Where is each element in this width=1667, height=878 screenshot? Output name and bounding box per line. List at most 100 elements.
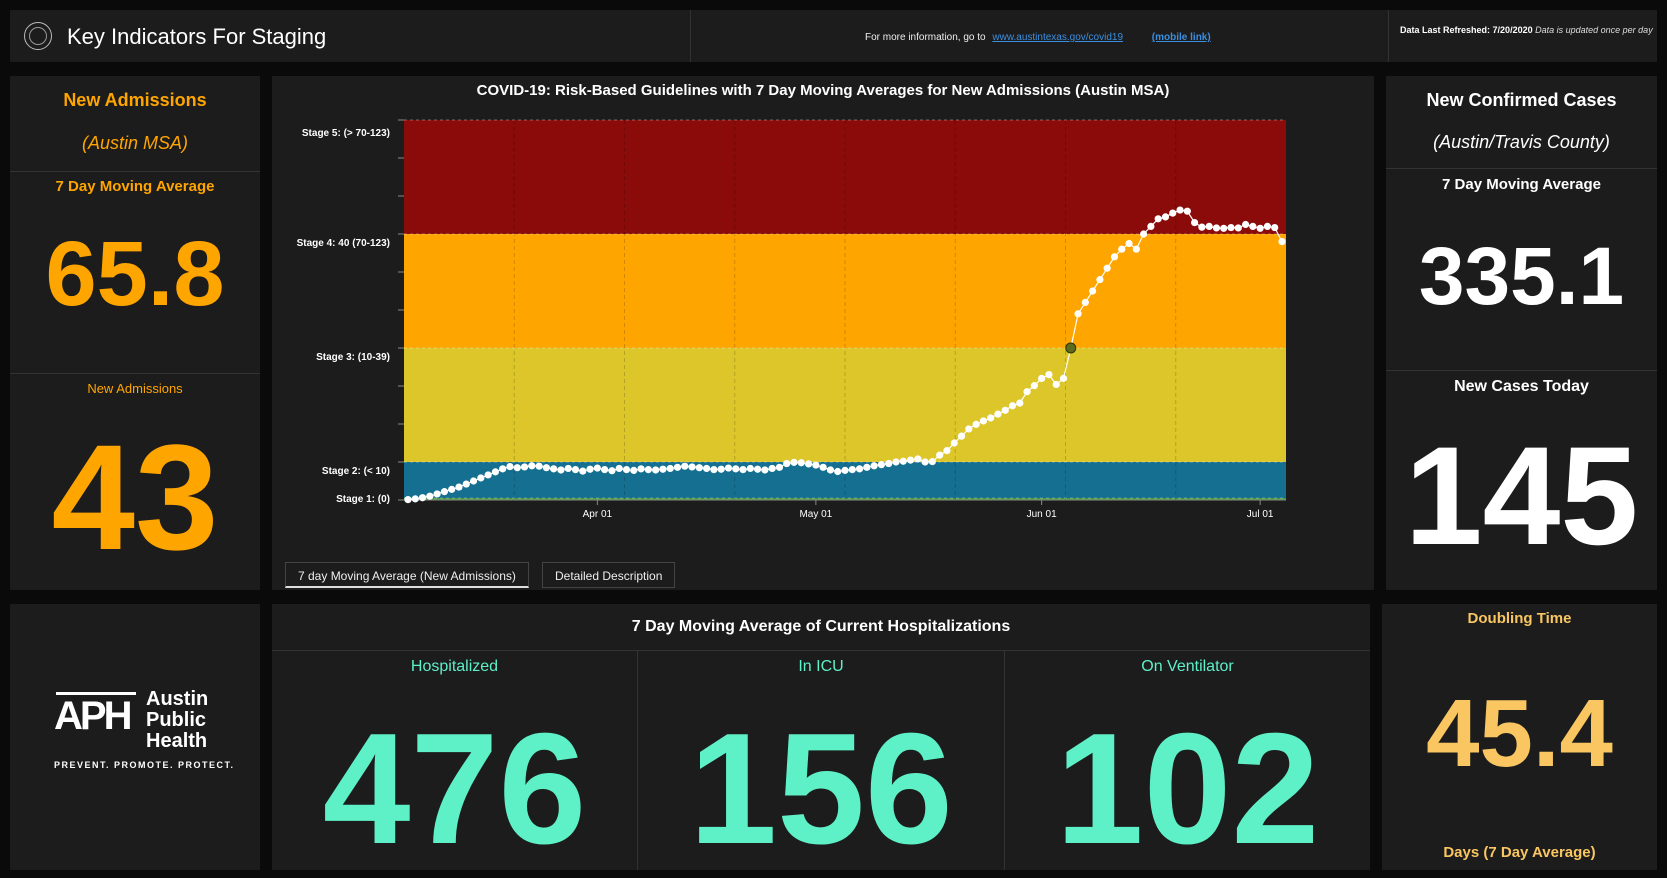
data-point bbox=[732, 465, 740, 473]
data-point bbox=[703, 464, 711, 473]
mobile-link[interactable]: (mobile link) bbox=[1151, 32, 1211, 43]
header-bar: Key Indicators For Staging For more info… bbox=[10, 10, 1657, 62]
logo-line2: Public bbox=[146, 709, 207, 731]
data-point bbox=[1132, 245, 1140, 253]
city-seal-icon bbox=[24, 22, 52, 50]
aph-logo: APH Austin Public Health PREVENT. PROMOT… bbox=[54, 688, 233, 772]
ventilator-label: On Ventilator bbox=[1141, 658, 1234, 675]
data-point bbox=[936, 451, 944, 459]
divider bbox=[1004, 650, 1005, 870]
data-point bbox=[469, 477, 478, 485]
x-tick-label: May 01 bbox=[799, 509, 832, 520]
data-point bbox=[418, 494, 427, 502]
data-point bbox=[1234, 224, 1242, 232]
hospitalized-label: Hospitalized bbox=[410, 658, 499, 675]
info-prefix: For more information, go to bbox=[865, 32, 986, 43]
data-point bbox=[710, 466, 718, 474]
icu-label: In ICU bbox=[798, 658, 844, 675]
data-point bbox=[914, 455, 922, 463]
data-point bbox=[637, 465, 645, 473]
data-point bbox=[1059, 374, 1068, 382]
data-point bbox=[506, 462, 514, 471]
tab-moving-average[interactable]: 7 day Moving Average (New Admissions) bbox=[285, 562, 529, 588]
header-divider bbox=[1388, 10, 1389, 62]
stage-band bbox=[404, 348, 1286, 462]
data-point bbox=[863, 463, 871, 471]
header-divider bbox=[690, 10, 691, 62]
hospitalizations-panel: 7 Day Moving Average of Current Hospital… bbox=[272, 604, 1370, 870]
data-point bbox=[1205, 222, 1213, 230]
stage-band bbox=[404, 120, 1286, 234]
new-cases-panel: New Confirmed Cases (Austin/Travis Count… bbox=[1386, 76, 1657, 590]
data-point bbox=[462, 480, 470, 488]
data-point bbox=[739, 466, 747, 474]
data-point bbox=[761, 466, 769, 474]
tab-detailed-description[interactable]: Detailed Description bbox=[542, 562, 676, 588]
data-point bbox=[1125, 239, 1133, 248]
data-point bbox=[717, 465, 725, 473]
data-point bbox=[746, 464, 754, 473]
logo-bar bbox=[56, 692, 136, 695]
data-point bbox=[644, 466, 652, 474]
data-point bbox=[819, 463, 827, 471]
data-point bbox=[979, 417, 987, 425]
data-point bbox=[855, 465, 864, 473]
data-point bbox=[877, 461, 886, 469]
stage-band bbox=[404, 498, 1286, 500]
data-point bbox=[542, 464, 550, 472]
stage-label: Stage 2: (< 10) bbox=[322, 466, 390, 477]
icu-value: 156 bbox=[689, 701, 953, 877]
data-point bbox=[652, 466, 660, 474]
data-point bbox=[826, 466, 835, 474]
data-point bbox=[724, 464, 733, 472]
chart-panel: COVID-19: Risk-Based Guidelines with 7 D… bbox=[272, 76, 1374, 590]
data-point bbox=[586, 465, 594, 473]
divider bbox=[10, 373, 260, 374]
data-point bbox=[1110, 253, 1119, 261]
data-point bbox=[892, 458, 900, 466]
cases-avg-label: 7 Day Moving Average bbox=[1442, 176, 1601, 193]
logo-line1: Austin bbox=[146, 688, 209, 710]
data-point bbox=[448, 485, 456, 493]
logo-tagline: PREVENT. PROMOTE. PROTECT. bbox=[54, 760, 235, 770]
data-point bbox=[950, 439, 958, 447]
data-point bbox=[1220, 224, 1228, 232]
data-point bbox=[754, 465, 762, 473]
doubling-footer: Days (7 Day Average) bbox=[1443, 844, 1596, 861]
stage-band bbox=[404, 234, 1286, 348]
divider bbox=[1386, 370, 1657, 371]
hospitalizations-title: 7 Day Moving Average of Current Hospital… bbox=[631, 618, 1011, 635]
refresh-info: Data Last Refreshed: 7/20/2020 Data is u… bbox=[1400, 25, 1653, 35]
data-point bbox=[1052, 380, 1060, 389]
data-point bbox=[1001, 406, 1009, 414]
covid-info-link[interactable]: www.austintexas.gov/covid19 bbox=[992, 32, 1124, 43]
data-point bbox=[520, 463, 529, 471]
ventilator-stat: On Ventilator 102 bbox=[1005, 650, 1370, 870]
data-point bbox=[1227, 223, 1235, 232]
chart-title: COVID-19: Risk-Based Guidelines with 7 D… bbox=[476, 82, 1170, 99]
data-point bbox=[1191, 219, 1199, 227]
data-point bbox=[957, 432, 966, 440]
data-point bbox=[804, 460, 813, 468]
data-point bbox=[1074, 310, 1082, 318]
data-point bbox=[1161, 213, 1170, 221]
logo-panel: APH Austin Public Health PREVENT. PROMOT… bbox=[10, 604, 260, 870]
new-admissions-panel: New Admissions (Austin MSA) 7 Day Moving… bbox=[10, 76, 260, 590]
data-point bbox=[1008, 402, 1017, 410]
new-admissions-subtitle: (Austin MSA) bbox=[81, 133, 189, 153]
data-point bbox=[601, 466, 609, 474]
data-point bbox=[1169, 209, 1177, 217]
refresh-date: 7/20/2020 bbox=[1492, 25, 1533, 35]
data-point bbox=[1183, 207, 1191, 215]
data-point bbox=[1081, 298, 1089, 306]
new-admissions-title: New Admissions bbox=[63, 90, 207, 110]
x-tick-label: Apr 01 bbox=[583, 509, 613, 520]
logo-line3: Health bbox=[146, 730, 208, 752]
x-tick-label: Jun 01 bbox=[1027, 509, 1057, 520]
new-cases-title: New Confirmed Cases bbox=[1426, 90, 1617, 110]
data-point bbox=[557, 466, 565, 474]
doubling-title: Doubling Time bbox=[1467, 610, 1572, 627]
data-point bbox=[972, 420, 980, 428]
data-point bbox=[841, 466, 849, 474]
data-point bbox=[1154, 215, 1162, 223]
